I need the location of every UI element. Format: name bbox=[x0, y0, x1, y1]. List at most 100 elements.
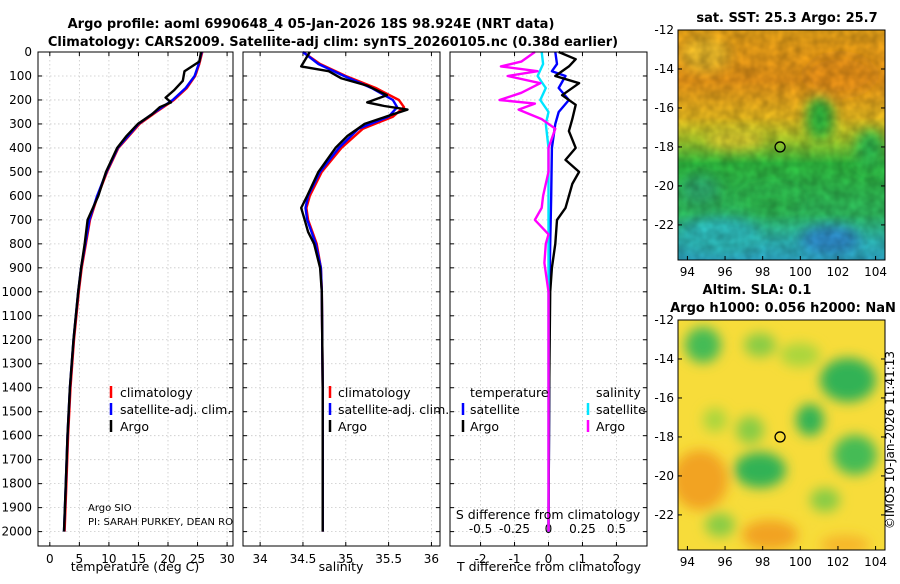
depth-tick-label: 1300 bbox=[1, 357, 32, 371]
temperature-xlabel: temperature (deg C) bbox=[71, 559, 200, 574]
series-line-salinity-argo bbox=[498, 51, 557, 532]
x-tick-label: 0 bbox=[545, 552, 553, 566]
x-tick-label: -1 bbox=[509, 552, 521, 566]
depth-tick-label: 1500 bbox=[1, 405, 32, 419]
sla-map-title1: Altim. SLA: 0.1 bbox=[703, 283, 812, 298]
legend-temp-argo: Argo bbox=[470, 419, 499, 434]
sla-map-title2: Argo h1000: 0.056 h2000: NaN bbox=[670, 301, 896, 316]
sla-map: Altim. SLA: 0.1 Argo h1000: 0.056 h2000:… bbox=[654, 283, 895, 569]
argo-location-marker bbox=[774, 431, 786, 443]
x-tick-label: 35.5 bbox=[375, 552, 402, 566]
difference-xlabel: T difference from climatology bbox=[456, 559, 642, 574]
map-lon-tick: 94 bbox=[680, 265, 695, 279]
map-lat-tick: -14 bbox=[654, 62, 674, 76]
legend-climatology: climatology bbox=[120, 385, 193, 400]
series-line-temperature-argo bbox=[547, 50, 581, 532]
x-tick-label: -2 bbox=[475, 552, 487, 566]
map-lon-tick: 104 bbox=[864, 555, 887, 569]
temperature-panel: 0 5 10 15 20 25 30 bbox=[37, 51, 235, 566]
depth-tick-label: 400 bbox=[9, 141, 32, 155]
series-line-argo bbox=[300, 51, 409, 532]
map-lat-tick: -20 bbox=[654, 179, 674, 193]
map-lon-tick: 104 bbox=[864, 265, 887, 279]
plot-frame bbox=[449, 51, 648, 547]
x-tick-label: 5 bbox=[76, 552, 84, 566]
depth-tick-label: 2000 bbox=[1, 525, 32, 539]
x-tick-label: 0 bbox=[46, 552, 54, 566]
x-tick-label: 34.5 bbox=[290, 552, 317, 566]
series-line-climatology bbox=[63, 51, 204, 532]
series-line-climatology bbox=[302, 51, 406, 532]
annotation-argo-sio: Argo SIO bbox=[88, 503, 132, 514]
map-lat-tick: -16 bbox=[654, 101, 674, 115]
legend-argo: Argo bbox=[338, 419, 367, 434]
salinity-legend: climatology satellite-adj. clim. Argo bbox=[328, 385, 449, 434]
legend-temp-satellite: satellite bbox=[470, 402, 520, 417]
x-tick-label-alt: 0.25 bbox=[569, 522, 596, 536]
plot-frame bbox=[242, 51, 441, 547]
figure-title-line2: Climatology: CARS2009. Satellite-adj cli… bbox=[48, 35, 618, 50]
x-tick-label: 25 bbox=[190, 552, 205, 566]
depth-tick-label: 900 bbox=[9, 261, 32, 275]
x-tick-label: 35 bbox=[338, 552, 353, 566]
legend-salinity-header: salinity bbox=[596, 385, 641, 400]
map-lon-tick: 100 bbox=[789, 555, 812, 569]
depth-tick-label: 300 bbox=[9, 117, 32, 131]
legend-satellite: satellite-adj. clim. bbox=[120, 402, 231, 417]
x-tick-label: 15 bbox=[131, 552, 146, 566]
map-lon-tick: 94 bbox=[680, 555, 695, 569]
x-tick-label: 20 bbox=[160, 552, 175, 566]
map-lat-tick: -22 bbox=[654, 508, 674, 522]
x-tick-label: 30 bbox=[219, 552, 234, 566]
map-lat-tick: -20 bbox=[654, 469, 674, 483]
legend-temperature-header: temperature bbox=[470, 385, 549, 400]
legend-sal-satellite: satellite bbox=[596, 402, 646, 417]
depth-tick-label: 1200 bbox=[1, 333, 32, 347]
map-lon-tick: 102 bbox=[827, 555, 850, 569]
x-tick-label: 2 bbox=[613, 552, 621, 566]
x-tick-label: 1 bbox=[579, 552, 587, 566]
salinity-panel: 34 34.5 35 35.5 36 bbox=[242, 51, 441, 566]
x-tick-label: 10 bbox=[101, 552, 116, 566]
depth-tick-label: 1400 bbox=[1, 381, 32, 395]
difference-legend: temperature satellite Argo salinity sate… bbox=[461, 385, 646, 434]
map-lon-tick: 96 bbox=[717, 555, 732, 569]
map-lat-tick: -18 bbox=[654, 140, 674, 154]
legend-sal-argo: Argo bbox=[596, 419, 625, 434]
series-line-argo bbox=[62, 51, 203, 532]
depth-tick-label: 1800 bbox=[1, 477, 32, 491]
sst-map: sat. SST: 25.3 Argo: 25.7 94 96 98 100 102 10… bbox=[654, 11, 887, 279]
depth-tick-label: 200 bbox=[9, 93, 32, 107]
depth-tick-label: 100 bbox=[9, 69, 32, 83]
imos-watermark: ©IMOS 10-Jan-2026 11:41:13 bbox=[883, 351, 897, 529]
annotation-pi: PI: SARAH PURKEY, DEAN RO bbox=[88, 517, 233, 528]
map-lat-tick: -14 bbox=[654, 352, 674, 366]
depth-tick-label: 1000 bbox=[1, 285, 32, 299]
map-lat-tick: -12 bbox=[654, 23, 674, 37]
x-tick-label: 34 bbox=[252, 552, 267, 566]
legend-argo: Argo bbox=[120, 419, 149, 434]
plot-frame bbox=[37, 51, 234, 547]
map-lon-tick: 102 bbox=[827, 265, 850, 279]
argo-location-marker bbox=[774, 141, 786, 153]
series-line-satellite-adj-clim- bbox=[62, 51, 203, 532]
depth-tick-label: 800 bbox=[9, 237, 32, 251]
x-tick-label-alt: -0.5 bbox=[469, 522, 492, 536]
x-tick-label: 36 bbox=[424, 552, 439, 566]
x-tick-label-alt: 0.5 bbox=[607, 522, 626, 536]
difference-panel: -2 -1 0 1 2-0.5 -0.25 0 0.25 0.5 bbox=[449, 50, 648, 566]
map-lat-tick: -12 bbox=[654, 313, 674, 327]
depth-axis: 0 100 200 300 400 500 600 700 800 900 1000 1100 1200… bbox=[1, 45, 32, 539]
figure-title-line1: Argo profile: aoml 6990648_4 05-Jan-2026… bbox=[68, 17, 555, 32]
depth-tick-label: 1600 bbox=[1, 429, 32, 443]
depth-tick-label: 600 bbox=[9, 189, 32, 203]
map-lat-tick: -22 bbox=[654, 218, 674, 232]
legend-satellite: satellite-adj. clim. bbox=[338, 402, 449, 417]
temperature-legend: climatology satellite-adj. clim. Argo bbox=[109, 385, 231, 434]
map-lat-tick: -16 bbox=[654, 391, 674, 405]
depth-tick-label: 1900 bbox=[1, 501, 32, 515]
depth-tick-label: 1100 bbox=[1, 309, 32, 323]
sst-map-title: sat. SST: 25.3 Argo: 25.7 bbox=[696, 11, 877, 26]
difference-xlabel-alt: S difference from climatology bbox=[456, 507, 641, 522]
